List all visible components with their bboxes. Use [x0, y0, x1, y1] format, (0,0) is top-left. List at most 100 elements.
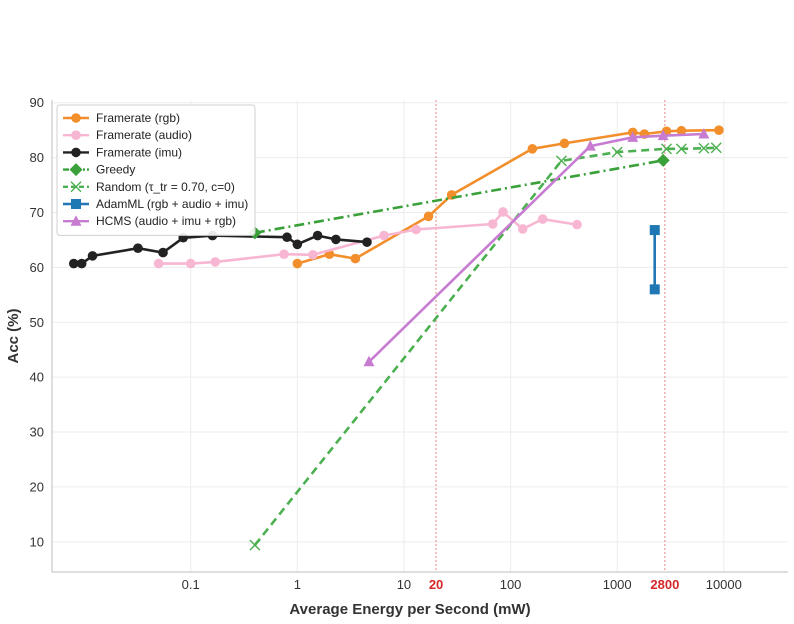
legend-item: Random (τ_tr = 0.70, c=0): [63, 180, 235, 194]
legend-box: [56, 104, 256, 236]
legend-label: AdamML (rgb + audio + imu): [96, 197, 248, 211]
data-point: [649, 284, 660, 295]
data-point: [249, 539, 261, 551]
series-2: [68, 230, 372, 269]
data-point: [76, 258, 87, 269]
data-point: [210, 257, 221, 267]
x-tick-label: 10000: [706, 577, 742, 592]
series-1: [153, 207, 582, 269]
x-tick-label: 1000: [603, 577, 632, 592]
data-point: [487, 219, 498, 229]
data-point: [611, 146, 623, 158]
data-point: [185, 258, 196, 269]
data-point: [675, 143, 687, 155]
series-line: [73, 234, 368, 265]
legend-label: Random (τ_tr = 0.70, c=0): [96, 180, 235, 194]
data-point: [68, 258, 79, 269]
series-line: [254, 159, 664, 235]
legend: Framerate (rgb) Framerate (audio) Framerat…: [56, 104, 256, 236]
legend-label: Framerate (rgb): [96, 111, 180, 125]
highlight-tick-label: 2800: [650, 577, 679, 592]
y-tick-label: 10: [30, 534, 44, 549]
data-point: [153, 258, 164, 269]
data-point: [555, 155, 567, 167]
data-point: [584, 140, 596, 151]
data-point: [423, 211, 434, 222]
series-line: [253, 146, 717, 546]
data-point: [312, 230, 323, 241]
data-point: [527, 144, 538, 154]
x-axis-title: Average Energy per Second (mW): [289, 601, 530, 618]
data-point: [292, 239, 303, 250]
grid: [52, 100, 788, 572]
data-point: [656, 153, 670, 167]
marker-stroke: [710, 142, 722, 154]
y-tick-label: 80: [30, 150, 44, 165]
data-point: [649, 225, 660, 236]
y-tick-label: 60: [30, 260, 44, 275]
data-point: [379, 230, 389, 241]
axes: 10 20 30 40 50 60 70 80 90 0.1 1 10 100 1000 10000 20 28…: [30, 95, 788, 592]
data-point: [714, 125, 724, 135]
marker-stroke: [675, 143, 687, 155]
legend-label: HCMS (audio + imu + rgb): [96, 214, 236, 228]
legend-item: Greedy: [63, 163, 135, 177]
legend-label: Framerate (imu): [96, 145, 182, 159]
data-point: [292, 258, 303, 269]
data-point: [660, 143, 672, 155]
y-tick-label: 50: [30, 315, 44, 330]
data-point: [362, 237, 372, 247]
data-point: [87, 251, 98, 261]
legend-marker: [71, 113, 81, 123]
legend-marker: [70, 181, 82, 193]
marker-stroke: [660, 143, 672, 155]
data-point: [698, 142, 710, 154]
data-point: [363, 355, 375, 367]
data-point: [308, 249, 318, 260]
y-tick-label: 30: [30, 425, 44, 440]
marker-stroke: [611, 146, 623, 158]
legend-label: Framerate (audio): [96, 128, 192, 142]
legend-item: Framerate (audio): [63, 128, 192, 142]
marker-stroke: [698, 142, 710, 154]
y-tick-label: 20: [30, 479, 44, 494]
y-tick-label: 90: [30, 95, 44, 110]
data-point: [572, 219, 582, 230]
y-axis-title: Acc (%): [5, 308, 22, 363]
data-point: [537, 214, 548, 224]
x-tick-label: 10: [397, 577, 411, 592]
data-point: [279, 249, 289, 260]
data-point: [559, 138, 570, 149]
x-tick-label: 100: [500, 577, 522, 592]
data-point: [710, 142, 722, 154]
x-tick-label: 0.1: [182, 577, 200, 592]
highlight-lines: [435, 100, 666, 572]
data-point: [133, 243, 143, 253]
legend-label: Greedy: [96, 163, 135, 177]
data-point: [627, 131, 639, 142]
legend-marker: [69, 163, 83, 177]
data-point: [517, 224, 528, 234]
series-0: [292, 125, 724, 269]
y-tick-label: 70: [30, 205, 44, 220]
marker-stroke: [249, 539, 261, 551]
y-tick-label: 40: [30, 370, 44, 385]
data-point: [657, 129, 669, 141]
legend-marker: [71, 130, 81, 140]
series-5: [649, 225, 660, 295]
data-point: [498, 207, 508, 217]
data-point: [158, 247, 168, 258]
legend-item: HCMS (audio + imu + rgb): [63, 214, 236, 228]
series-4: [249, 142, 722, 551]
legend-item: Framerate (rgb): [63, 111, 180, 125]
series-layer: [68, 125, 724, 551]
legend-item: Framerate (imu): [63, 145, 182, 159]
data-point: [676, 125, 687, 136]
data-point: [282, 232, 292, 243]
data-point: [698, 128, 710, 139]
legend-marker: [70, 215, 82, 226]
legend-item: AdamML (rgb + audio + imu): [63, 197, 248, 211]
highlight-tick-label: 20: [429, 577, 443, 592]
legend-marker: [71, 199, 81, 209]
